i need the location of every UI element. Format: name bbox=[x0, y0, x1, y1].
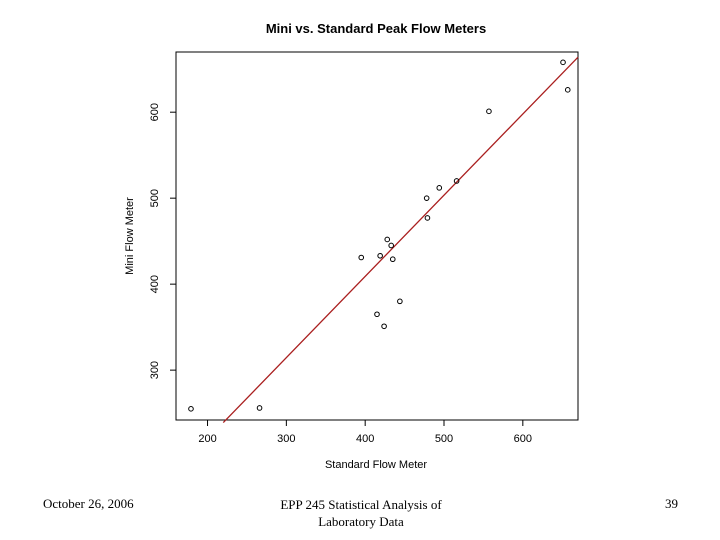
y-tick-label: 400 bbox=[149, 275, 161, 293]
data-point bbox=[256, 405, 263, 411]
footer-date: October 26, 2006 bbox=[43, 496, 134, 511]
data-point bbox=[358, 254, 365, 261]
x-tick-label: 500 bbox=[435, 433, 453, 445]
data-point bbox=[397, 298, 403, 305]
data-point bbox=[423, 195, 430, 201]
data-point bbox=[564, 87, 571, 93]
chart-title: Mini vs. Standard Peak Flow Meters bbox=[266, 21, 486, 36]
x-tick-label: 400 bbox=[356, 433, 374, 445]
page-number: 39 bbox=[665, 496, 678, 511]
x-tick-label: 200 bbox=[198, 433, 216, 445]
data-point bbox=[388, 242, 394, 249]
y-axis-label: Mini Flow Meter bbox=[124, 197, 136, 275]
y-axis: 300 400 500 600 bbox=[149, 103, 176, 379]
scatter-chart: Mini vs. Standard Peak Flow Meters 200 30… bbox=[124, 21, 579, 471]
data-point bbox=[560, 59, 566, 66]
data-point bbox=[389, 256, 396, 263]
x-axis: 200 300 400 500 600 bbox=[198, 420, 532, 445]
y-tick-label: 300 bbox=[149, 361, 161, 379]
data-point bbox=[424, 215, 431, 221]
footer-course-line-2: Laboratory Data bbox=[318, 514, 404, 529]
data-point bbox=[377, 252, 383, 259]
y-tick-label: 600 bbox=[149, 103, 161, 121]
data-point bbox=[453, 178, 460, 184]
data-point bbox=[384, 236, 391, 243]
footer-course-title: EPP 245 Statistical Analysis of Laborato… bbox=[230, 496, 492, 530]
footer-course-line-1: EPP 245 Statistical Analysis of bbox=[280, 497, 442, 512]
data-point bbox=[188, 406, 194, 412]
y-tick-label: 500 bbox=[149, 189, 161, 207]
x-tick-label: 300 bbox=[277, 433, 295, 445]
data-point bbox=[374, 311, 380, 318]
regression-line bbox=[222, 56, 579, 424]
data-point bbox=[486, 108, 492, 115]
data-points bbox=[188, 59, 571, 412]
x-tick-label: 600 bbox=[514, 433, 532, 445]
data-point bbox=[436, 185, 443, 191]
data-point bbox=[381, 323, 387, 330]
x-axis-label: Standard Flow Meter bbox=[325, 459, 427, 471]
plot-frame bbox=[175, 51, 579, 421]
fit-line-group bbox=[222, 56, 579, 424]
